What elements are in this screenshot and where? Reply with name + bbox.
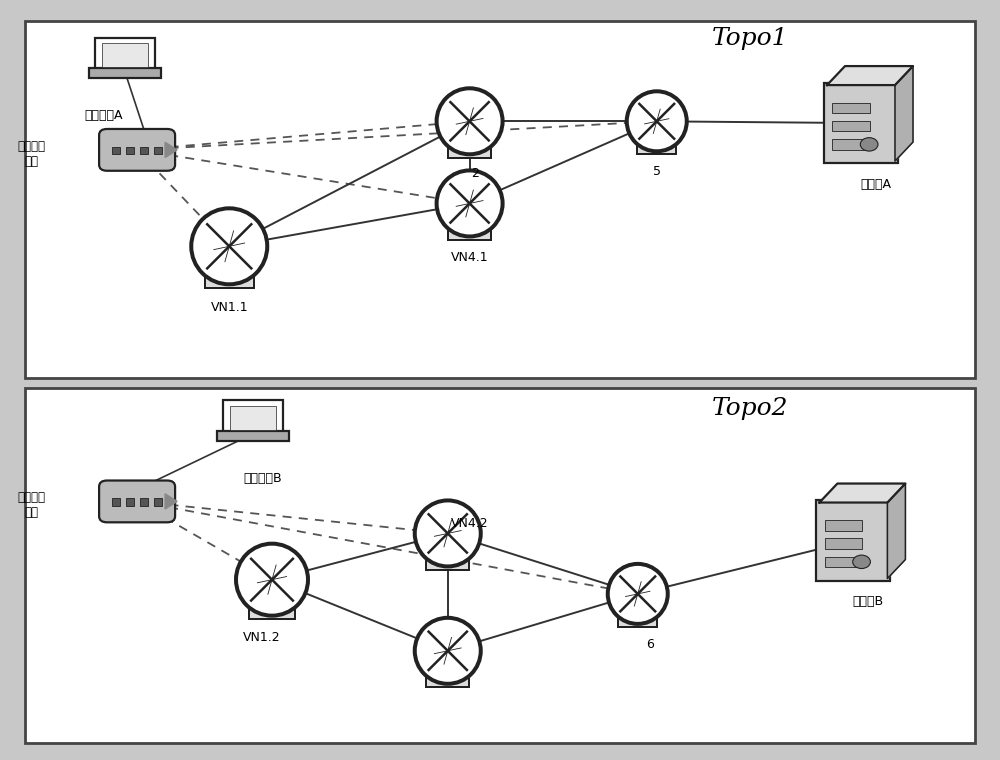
Ellipse shape [437,88,503,154]
FancyBboxPatch shape [230,406,276,430]
FancyBboxPatch shape [249,607,295,619]
FancyBboxPatch shape [832,121,870,131]
FancyBboxPatch shape [618,616,657,627]
FancyBboxPatch shape [112,499,120,506]
FancyBboxPatch shape [637,144,676,154]
FancyBboxPatch shape [217,431,289,441]
Text: 流量发生
装置: 流量发生 装置 [17,140,45,168]
FancyBboxPatch shape [832,103,870,113]
Ellipse shape [608,564,668,624]
Polygon shape [887,483,905,578]
FancyBboxPatch shape [25,21,975,378]
FancyBboxPatch shape [99,480,175,522]
FancyBboxPatch shape [223,401,283,435]
FancyBboxPatch shape [89,68,161,78]
Ellipse shape [426,555,469,562]
FancyBboxPatch shape [126,147,134,154]
Ellipse shape [415,500,481,566]
Text: Topo1: Topo1 [712,27,788,49]
FancyBboxPatch shape [102,43,148,68]
Ellipse shape [426,673,469,679]
Circle shape [853,555,870,568]
FancyBboxPatch shape [205,275,254,288]
Text: 服务器B: 服务器B [853,595,884,608]
Text: 2: 2 [471,167,479,180]
FancyBboxPatch shape [126,499,134,506]
Polygon shape [819,483,905,502]
Ellipse shape [236,543,308,616]
Text: VN1.1: VN1.1 [210,301,248,314]
FancyBboxPatch shape [25,388,975,743]
FancyBboxPatch shape [832,139,870,150]
FancyBboxPatch shape [448,229,491,240]
FancyBboxPatch shape [154,499,162,506]
Text: 6: 6 [646,638,654,651]
Ellipse shape [618,613,657,619]
Ellipse shape [448,143,491,150]
Ellipse shape [205,271,254,279]
Text: Topo2: Topo2 [712,397,788,420]
Text: 流量发生
装置: 流量发生 装置 [17,491,45,519]
FancyBboxPatch shape [825,556,862,567]
Ellipse shape [448,225,491,232]
Text: 服务器A: 服务器A [860,178,892,191]
FancyBboxPatch shape [825,538,862,549]
FancyBboxPatch shape [140,499,148,506]
FancyBboxPatch shape [448,147,491,157]
Ellipse shape [191,208,267,284]
FancyBboxPatch shape [112,147,120,154]
Text: VN4.2: VN4.2 [451,517,488,530]
Ellipse shape [249,603,295,611]
Ellipse shape [637,141,676,147]
FancyBboxPatch shape [825,520,862,530]
Polygon shape [165,494,177,509]
FancyBboxPatch shape [95,38,155,73]
FancyBboxPatch shape [154,147,162,154]
Ellipse shape [437,170,503,236]
Polygon shape [827,66,913,85]
Text: 实验人员B: 实验人员B [243,472,282,485]
FancyBboxPatch shape [140,147,148,154]
Text: 5: 5 [653,166,661,179]
Text: VN4.1: VN4.1 [451,251,488,264]
FancyBboxPatch shape [824,83,898,163]
FancyBboxPatch shape [99,129,175,171]
Polygon shape [165,142,177,157]
Polygon shape [895,66,913,161]
Ellipse shape [415,618,481,684]
FancyBboxPatch shape [816,500,890,581]
FancyBboxPatch shape [426,559,469,570]
FancyBboxPatch shape [426,676,469,687]
Text: VN1.2: VN1.2 [243,632,281,644]
Circle shape [860,138,878,151]
Text: 实验人员A: 实验人员A [85,109,123,122]
Ellipse shape [627,91,687,151]
